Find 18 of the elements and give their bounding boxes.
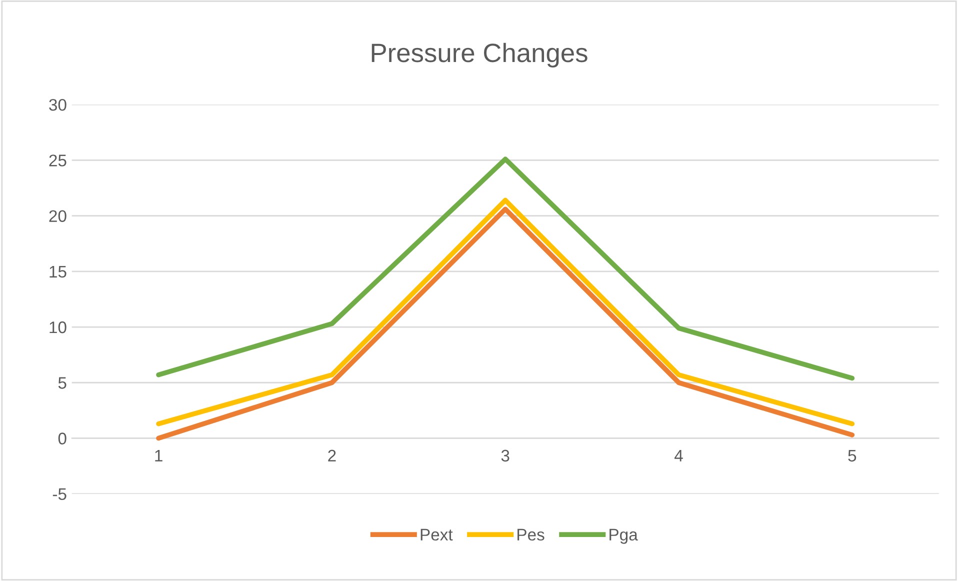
x-tick-label: 2 [328, 450, 336, 462]
y-tick-label: -5 [52, 488, 66, 500]
chart-title: Pressure Changes [372, 42, 588, 68]
x-tick-label: 1 [155, 450, 162, 462]
y-tick-label: 20 [49, 210, 66, 222]
y-tick-label: 10 [50, 321, 66, 334]
legend-label: Pext [420, 528, 453, 541]
legend-label: Pga [610, 528, 638, 544]
x-tick-label: 5 [848, 450, 856, 462]
legend-label: Pes [518, 528, 544, 541]
y-tick-label: 5 [58, 377, 66, 389]
y-tick-label: 0 [58, 432, 66, 444]
y-tick-label: 25 [49, 154, 66, 166]
y-tick-label: 30 [49, 98, 66, 111]
x-tick-label: 3 [501, 450, 510, 462]
x-tick-label: 4 [674, 450, 683, 462]
y-tick-label: 15 [50, 266, 66, 278]
line-series [156, 156, 855, 381]
